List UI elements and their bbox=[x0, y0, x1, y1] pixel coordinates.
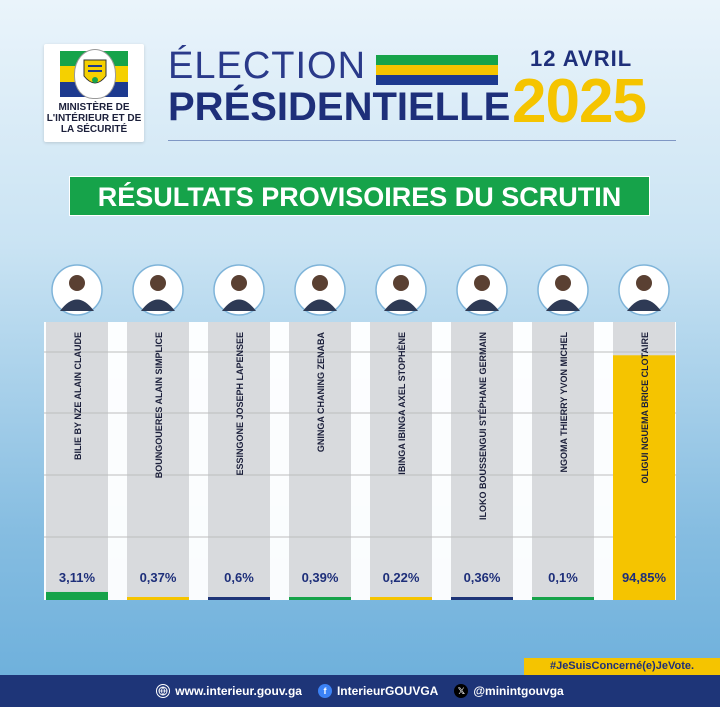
x-icon: 𝕏 bbox=[454, 684, 469, 698]
column-bg bbox=[208, 322, 270, 600]
candidate-head bbox=[150, 275, 166, 291]
footer-facebook[interactable]: f InterieurGOUVGA bbox=[317, 684, 439, 698]
candidate-name: NGOMA THIERRY YVON MICHEL bbox=[559, 332, 569, 473]
value-bar bbox=[289, 597, 351, 600]
election-year: 2025 bbox=[512, 67, 647, 136]
candidate-body bbox=[546, 299, 580, 311]
footer-website[interactable]: www.interieur.gouv.ga bbox=[156, 684, 302, 698]
globe-icon bbox=[156, 684, 171, 698]
chart-title-banner: RÉSULTATS PROVISOIRES DU SCRUTIN bbox=[69, 176, 650, 216]
candidate-head bbox=[69, 275, 85, 291]
candidate-name: IBINGA IBINGA AXEL STOPHÈNE bbox=[397, 332, 407, 475]
candidate-head bbox=[474, 275, 490, 291]
twitter-link[interactable]: @minintgouvga bbox=[473, 684, 564, 698]
candidate-name: GNINGA CHANING ZENABA bbox=[316, 332, 326, 453]
value-label: 94,85% bbox=[622, 570, 667, 585]
column-bg bbox=[46, 322, 108, 600]
candidate-head bbox=[312, 275, 328, 291]
header-divider bbox=[168, 140, 676, 141]
value-bar bbox=[208, 597, 270, 600]
website-link[interactable]: www.interieur.gouv.ga bbox=[175, 684, 302, 698]
column-bg bbox=[127, 322, 189, 600]
column-bg bbox=[532, 322, 594, 600]
candidate-body bbox=[303, 299, 337, 311]
footer-bar: www.interieur.gouv.ga f InterieurGOUVGA … bbox=[0, 675, 720, 707]
candidate-name: ILOKO BOUSSENGUI STÉPHANE GERMAIN bbox=[478, 332, 488, 520]
candidate-head bbox=[636, 275, 652, 291]
candidate-head bbox=[393, 275, 409, 291]
candidate-head bbox=[231, 275, 247, 291]
candidate-name: OLIGUI NGUEMA BRICE CLOTAIRE bbox=[640, 332, 650, 484]
election-date: 12 AVRIL bbox=[530, 46, 633, 71]
value-label: 0,37% bbox=[140, 570, 177, 585]
candidate-name: BILIE BY NZE ALAIN CLAUDE bbox=[73, 332, 83, 460]
value-label: 0,39% bbox=[302, 570, 339, 585]
flag-stripes bbox=[376, 55, 498, 85]
value-label: 0,22% bbox=[383, 570, 420, 585]
candidate-body bbox=[60, 299, 94, 311]
hashtag-badge: #JeSuisConcerné(e)JeVote. bbox=[524, 658, 720, 675]
title-line-1: ÉLECTION bbox=[168, 45, 367, 87]
facebook-link[interactable]: InterieurGOUVGA bbox=[336, 684, 439, 698]
candidate-body bbox=[141, 299, 175, 311]
value-label: 3,11% bbox=[59, 570, 96, 585]
value-label: 0,36% bbox=[464, 570, 501, 585]
candidate-head bbox=[555, 275, 571, 291]
candidate-body bbox=[384, 299, 418, 311]
facebook-icon: f bbox=[317, 684, 332, 698]
value-bar bbox=[451, 597, 513, 600]
value-bar bbox=[46, 591, 108, 600]
value-bar bbox=[613, 355, 675, 600]
candidate-body bbox=[627, 299, 661, 311]
ministry-logo: MINISTÈRE DE L'INTÉRIEUR ET DE LA SÉCURI… bbox=[44, 44, 144, 142]
value-label: 0,6% bbox=[224, 570, 254, 585]
value-bar bbox=[127, 597, 189, 600]
column-bg bbox=[289, 322, 351, 600]
candidate-body bbox=[222, 299, 256, 311]
coat-of-arms-icon bbox=[74, 49, 116, 99]
value-label: 0,1% bbox=[548, 570, 578, 585]
candidate-name: BOUNGOUERES ALAIN SIMPLICE bbox=[154, 332, 164, 478]
value-bar bbox=[532, 597, 594, 600]
candidate-name: ESSINGONE JOSEPH LAPENSEE bbox=[235, 332, 245, 476]
title-line-2: PRÉSIDENTIELLE bbox=[168, 85, 511, 129]
footer-twitter[interactable]: 𝕏 @minintgouvga bbox=[454, 684, 564, 698]
value-bar bbox=[370, 597, 432, 600]
column-bg bbox=[451, 322, 513, 600]
candidate-body bbox=[465, 299, 499, 311]
column-bg bbox=[370, 322, 432, 600]
ministry-name: MINISTÈRE DE L'INTÉRIEUR ET DE LA SÉCURI… bbox=[46, 102, 142, 135]
